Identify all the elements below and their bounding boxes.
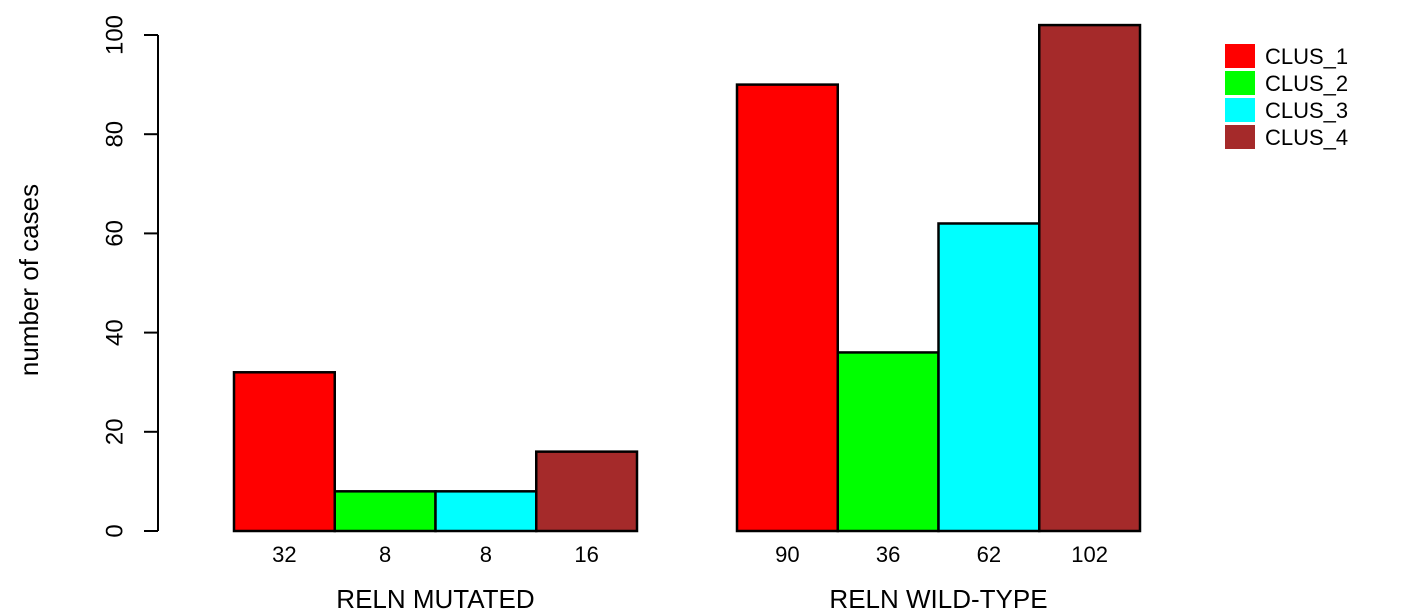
bar-clus-1: [735, 83, 839, 533]
y-axis-title: number of cases: [14, 184, 44, 376]
bar-clus-3: [434, 490, 538, 533]
group-labels: RELN MUTATED RELN WILD-TYPE: [336, 584, 1047, 614]
bars: [232, 23, 1142, 533]
y-tick-label: 40: [101, 319, 128, 346]
legend-swatch: [1225, 98, 1255, 122]
legend-swatch: [1225, 125, 1255, 149]
bar-value-label: 8: [379, 542, 391, 567]
y-tick-label: 60: [101, 220, 128, 247]
bar-clus-2: [333, 490, 437, 533]
group-label: RELN MUTATED: [336, 584, 534, 614]
bar-value-label: 36: [876, 542, 900, 567]
y-tick-label: 100: [101, 15, 128, 55]
y-tick-label: 80: [101, 121, 128, 148]
bar-clus-4: [535, 450, 639, 533]
y-tick-label: 0: [101, 524, 128, 537]
bar-clus-1: [232, 371, 336, 533]
bar-value-label: 32: [272, 542, 296, 567]
legend-label: CLUS_1: [1265, 44, 1348, 69]
legend-swatch: [1225, 71, 1255, 95]
legend-label: CLUS_4: [1265, 125, 1348, 150]
bar-clus-4: [1038, 23, 1142, 533]
bar-clus-2: [836, 351, 940, 533]
y-axis: number of cases 0 20 40 60 80 100: [14, 15, 159, 538]
bar-value-label: 62: [977, 542, 1001, 567]
bar-value-label: 8: [480, 542, 492, 567]
y-tick-label: 20: [101, 418, 128, 445]
bar-value-label: 90: [775, 542, 799, 567]
legend-swatch: [1225, 44, 1255, 68]
bar-value-labels: 32 8 8 16 90 36 62 102: [272, 542, 1108, 567]
bar-clus-3: [937, 222, 1041, 533]
bar-value-label: 16: [574, 542, 598, 567]
bar-value-label: 102: [1071, 542, 1108, 567]
legend-label: CLUS_2: [1265, 71, 1348, 96]
legend-label: CLUS_3: [1265, 98, 1348, 123]
group-label: RELN WILD-TYPE: [829, 584, 1047, 614]
